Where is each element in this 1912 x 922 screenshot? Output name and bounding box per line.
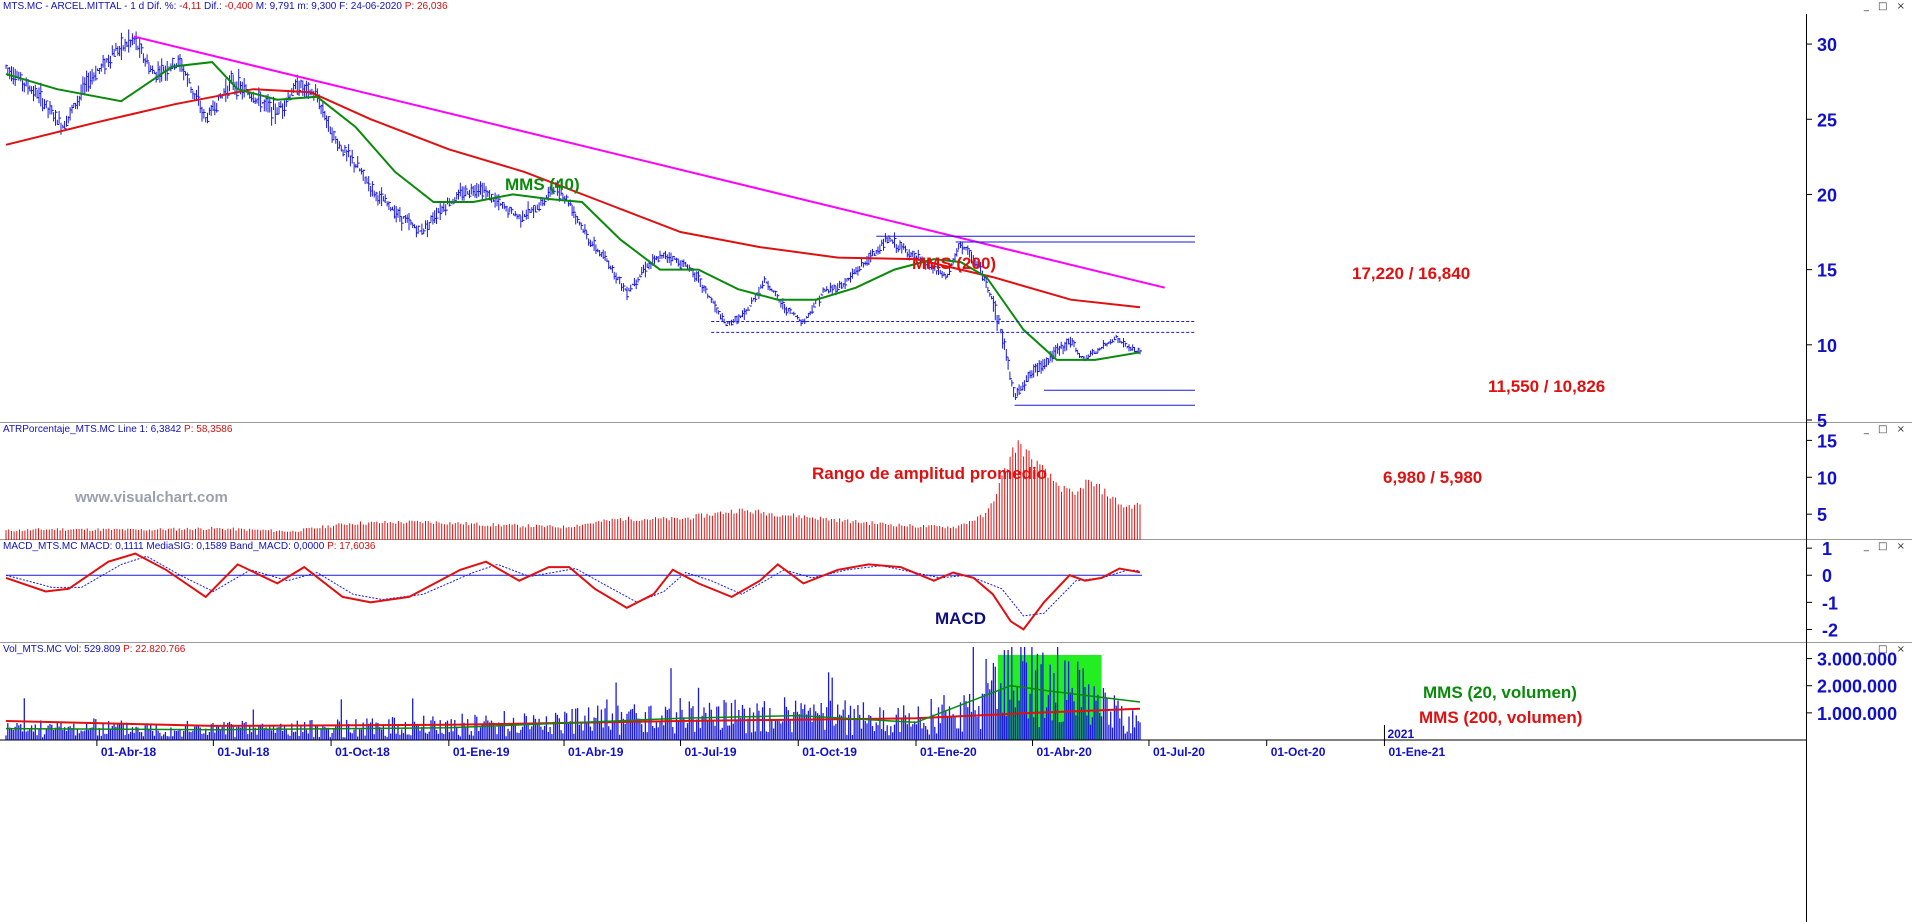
volume-ytick-label: 2.000.000 bbox=[1817, 677, 1897, 697]
x-tick-label: 01-Jul-20 bbox=[1153, 745, 1205, 759]
volume-ytick-label: 3.000.000 bbox=[1817, 650, 1897, 670]
price-ytick-label: 30 bbox=[1817, 35, 1837, 55]
atr-ytick-label: 10 bbox=[1817, 468, 1837, 488]
price-p-label: P: bbox=[404, 1, 415, 12]
watermark: www.visualchart.com bbox=[74, 489, 228, 506]
price-date: F: 24-06-2020 bbox=[339, 1, 402, 12]
price-min: m: 9,300 bbox=[297, 1, 337, 12]
mms40-label: MMS (40) bbox=[505, 175, 580, 194]
x-tick-label: 01-Ene-20 bbox=[920, 745, 977, 759]
volume-axis-line bbox=[1806, 643, 1807, 922]
mms200-line bbox=[5, 88, 1141, 309]
price-window-buttons[interactable]: _ □ × bbox=[1863, 1, 1908, 12]
atr-ytick-label: 15 bbox=[1817, 431, 1837, 451]
x-tick-label: 01-Abr-20 bbox=[1036, 745, 1092, 759]
price-ytick-label: 25 bbox=[1817, 110, 1837, 130]
macd-label: MACD bbox=[935, 609, 986, 628]
volume-mms200-line bbox=[5, 707, 1141, 727]
macd-axis-line bbox=[1806, 540, 1807, 643]
volume-value: Vol: 529.809 bbox=[64, 644, 121, 655]
atr-axis-line bbox=[1806, 423, 1807, 540]
volume-header: Vol_MTS.MC Vol: 529.809 P: 22.820.766 bbox=[0, 643, 1912, 657]
volume-p: P: 22.820.766 bbox=[123, 644, 186, 655]
price-ytick-label: 5 bbox=[1817, 411, 1827, 431]
x-tick-label: 01-Ene-21 bbox=[1388, 745, 1445, 759]
level1-label: 17,220 / 16,840 bbox=[1352, 264, 1470, 283]
price-panel: MTS.MC - ARCEL.MITTAL - 1 d Dif. %: -4,1… bbox=[0, 0, 1912, 506]
atr-chart: 15 10 5 Rango de amplitud promedio bbox=[5, 431, 1837, 540]
macd-ytick-label: 0 bbox=[1822, 566, 1832, 586]
price-symbol: MTS.MC - ARCEL.MITTAL - 1 d bbox=[3, 1, 145, 12]
volume-mms20-line bbox=[5, 684, 1141, 731]
price-ytick-label: 20 bbox=[1817, 185, 1837, 205]
atr-panel: ATRPorcentaje_MTS.MC Line 1: 6,3842 P: 5… bbox=[0, 423, 1912, 540]
macd-signal-line bbox=[5, 555, 1141, 617]
atr-name: ATRPorcentaje_MTS.MC bbox=[3, 424, 116, 435]
x-tick-label: 01-Jul-19 bbox=[685, 745, 737, 759]
x-tick-label: 01-Abr-19 bbox=[568, 745, 624, 759]
macd-chart: 1 0 -1 -2 MACD bbox=[5, 539, 1838, 640]
price-diff-label: Dif.: bbox=[204, 1, 222, 12]
atr-label: Rango de amplitud promedio bbox=[812, 464, 1047, 483]
atr-line: Line 1: 6,3842 bbox=[117, 424, 182, 435]
price-axis-line bbox=[1806, 14, 1807, 423]
trend-line bbox=[133, 35, 1166, 289]
x-tick-label: 01-Oct-19 bbox=[802, 745, 857, 759]
volume-window-buttons[interactable]: _ □ × bbox=[1863, 644, 1908, 655]
price-diffpct: -4,11 bbox=[179, 1, 202, 12]
price-diff: -0,400 bbox=[224, 1, 253, 12]
atr-header: ATRPorcentaje_MTS.MC Line 1: 6,3842 P: 5… bbox=[0, 423, 1912, 437]
macd-ytick-label: -2 bbox=[1822, 620, 1838, 640]
volume-panel: Vol_MTS.MC Vol: 529.809 P: 22.820.766 _ … bbox=[0, 643, 1912, 922]
macd-line bbox=[5, 552, 1141, 631]
year-marker-label: 2021 bbox=[1387, 727, 1414, 741]
price-chart: 30 25 20 15 10 5 MMS (40) MMS (200) 17,220 / 16,… bbox=[5, 29, 1837, 506]
macd-ytick-label: -1 bbox=[1822, 593, 1838, 613]
macd-signal: MediaSIG: 0,1589 bbox=[146, 541, 227, 552]
macd-band: Band_MACD: 0,0000 bbox=[229, 541, 325, 552]
x-tick-label: 01-Jul-18 bbox=[217, 745, 269, 759]
macd-name: MACD_MTS.MC bbox=[3, 541, 78, 552]
price-p: 26,036 bbox=[416, 1, 448, 12]
atr-window-buttons[interactable]: _ □ × bbox=[1863, 424, 1908, 435]
macd-value: MACD: 0,1111 bbox=[80, 541, 144, 552]
price-ytick-label: 10 bbox=[1817, 336, 1837, 356]
macd-ytick-label: 1 bbox=[1822, 539, 1832, 559]
x-tick-label: 01-Oct-20 bbox=[1271, 745, 1326, 759]
macd-p: P: 17,6036 bbox=[327, 541, 376, 552]
volume-ytick-label: 1.000.000 bbox=[1817, 704, 1897, 724]
atr-p: P: 58,3586 bbox=[184, 424, 233, 435]
volume-name: Vol_MTS.MC bbox=[3, 644, 62, 655]
macd-window-buttons[interactable]: _ □ × bbox=[1863, 541, 1908, 552]
price-ytick-label: 15 bbox=[1817, 261, 1837, 281]
mms200-label: MMS (200) bbox=[912, 254, 996, 273]
volume-chart: 3.000.000 2.000.000 1.000.000 MMS (20, volu… bbox=[0, 647, 1897, 759]
mms40-line bbox=[5, 61, 1141, 361]
atr-ytick-label: 5 bbox=[1817, 505, 1827, 525]
volume-mms20-label: MMS (20, volumen) bbox=[1423, 683, 1577, 702]
price-max: M: 9,791 bbox=[255, 1, 295, 12]
x-tick-label: 01-Abr-18 bbox=[101, 745, 157, 759]
macd-header: MACD_MTS.MC MACD: 0,1111 MediaSIG: 0,158… bbox=[0, 540, 1912, 554]
macd-panel: MACD_MTS.MC MACD: 0,1111 MediaSIG: 0,158… bbox=[0, 539, 1912, 643]
level2-label: 11,550 / 10,826 bbox=[1488, 377, 1605, 396]
x-tick-label: 01-Ene-19 bbox=[453, 745, 510, 759]
volume-mms200-label: MMS (200, volumen) bbox=[1419, 708, 1582, 727]
price-diffpct-label: Dif. %: bbox=[146, 1, 177, 12]
level3-label: 6,980 / 5,980 bbox=[1383, 468, 1482, 487]
x-tick-label: 01-Oct-18 bbox=[335, 745, 390, 759]
price-header: MTS.MC - ARCEL.MITTAL - 1 d Dif. %: -4,1… bbox=[0, 0, 1912, 14]
